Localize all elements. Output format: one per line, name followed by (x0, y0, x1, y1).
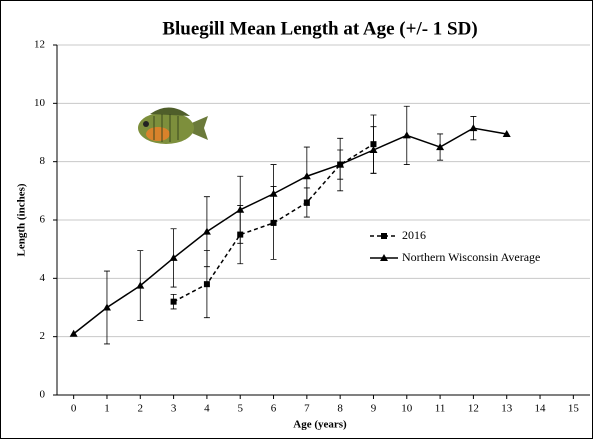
data-point (202, 227, 211, 235)
x-tick-label: 1 (104, 403, 110, 415)
data-point (170, 298, 177, 305)
legend-label: Northern Wisconsin Average (402, 250, 540, 264)
x-tick-label: 8 (337, 403, 343, 415)
data-point (369, 146, 378, 153)
x-tick-label: 11 (435, 403, 446, 415)
legend-marker (380, 254, 388, 261)
y-tick-label: 2 (40, 330, 46, 342)
data-point (469, 124, 478, 132)
x-tick-label: 7 (304, 403, 310, 415)
data-point (269, 189, 278, 197)
x-tick-label: 9 (371, 403, 377, 415)
y-tick-label: 8 (40, 155, 46, 167)
data-point (502, 129, 511, 137)
y-tick-label: 6 (40, 214, 46, 226)
x-tick-label: 0 (71, 403, 77, 415)
x-tick-label: 15 (568, 403, 580, 415)
data-point (102, 303, 111, 311)
fish-icon (138, 107, 208, 144)
data-point (136, 281, 145, 289)
x-tick-label: 10 (401, 403, 413, 415)
data-point (402, 131, 411, 139)
y-tick-label: 10 (34, 97, 46, 109)
legend-marker (381, 233, 387, 239)
series-line (73, 127, 507, 335)
data-point (236, 205, 245, 213)
x-tick-label: 3 (171, 403, 177, 415)
data-point (169, 253, 178, 261)
x-tick-label: 12 (468, 403, 479, 415)
data-point (336, 160, 345, 168)
data-point (69, 329, 78, 337)
data-point (302, 172, 311, 180)
x-tick-label: 2 (138, 403, 144, 415)
y-tick-label: 4 (40, 272, 46, 284)
y-axis-label: Length (inches) (16, 183, 28, 256)
x-tick-label: 6 (271, 403, 277, 415)
x-axis-label: Age (years) (293, 419, 347, 431)
x-tick-label: 4 (204, 403, 210, 415)
legend-label: 2016 (402, 228, 426, 242)
y-tick-label: 12 (34, 39, 45, 51)
x-tick-label: 5 (237, 403, 243, 415)
chart-title: Bluegill Mean Length at Age (+/- 1 SD) (162, 18, 477, 39)
x-tick-label: 14 (535, 403, 547, 415)
data-point (436, 143, 445, 151)
x-tick-label: 13 (501, 403, 513, 415)
y-tick-label: 0 (40, 389, 46, 401)
data-point (203, 281, 210, 288)
